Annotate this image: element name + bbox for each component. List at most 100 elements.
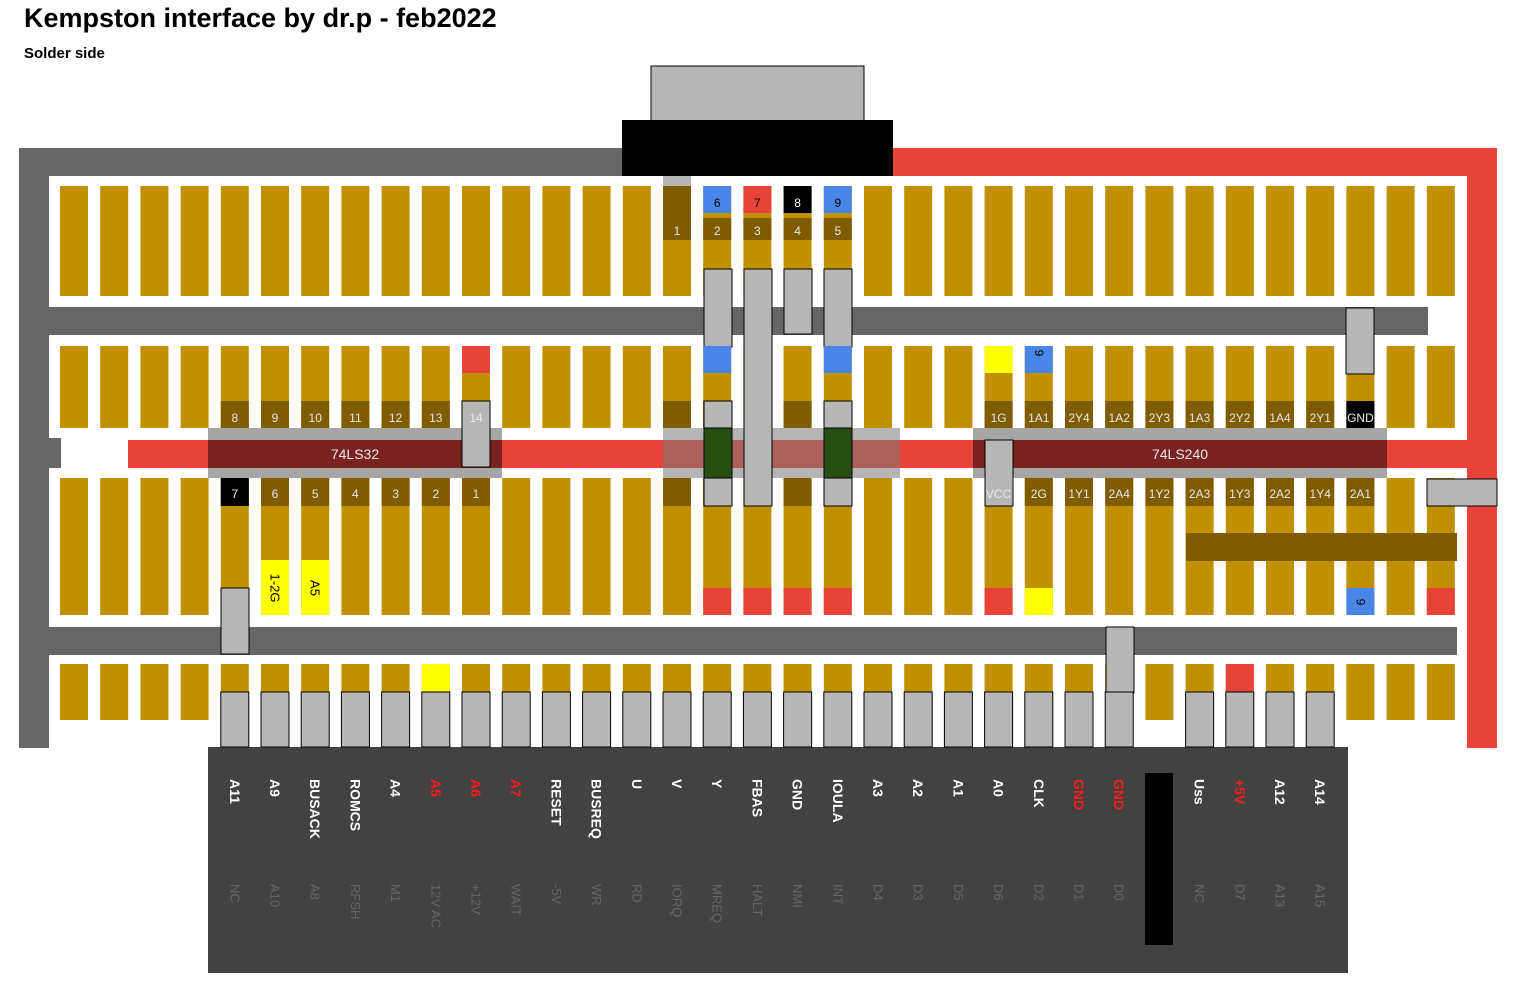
- copper-strip: [381, 186, 410, 296]
- gnd-pin-marker: [1346, 401, 1375, 428]
- jumper-ls32-vcc: [461, 400, 491, 468]
- page-subtitle: Solder side: [24, 45, 105, 62]
- edge-pin-top-label: IOULA: [830, 779, 846, 823]
- jumper-edge-gnd: [1105, 626, 1135, 694]
- copper-strip: [904, 186, 933, 296]
- copper-strip: [100, 186, 129, 296]
- jumper-wire: [703, 477, 733, 507]
- db9-body: [622, 120, 893, 176]
- db9-pin-marker: [823, 186, 852, 213]
- strip-cut: [1346, 478, 1375, 506]
- strip-cut: [1105, 478, 1134, 506]
- signal-marker: [421, 664, 450, 692]
- cap-area-shade: [663, 428, 900, 478]
- strip-cut: [703, 218, 732, 240]
- jumper-wire: [703, 400, 733, 429]
- page-title: Kempston interface by dr.p - feb2022: [24, 3, 497, 33]
- jumper-db9-5: [823, 268, 853, 348]
- copper-strip: [904, 478, 933, 615]
- strip-cut: [783, 218, 812, 240]
- capacitor: [823, 427, 853, 479]
- chip-pin-label: 2Y1: [1310, 411, 1332, 425]
- edge-pin-top-label: A4: [388, 779, 404, 797]
- signal-marker: [823, 346, 852, 373]
- copper-strip: [582, 478, 611, 615]
- edge-connector-body: [208, 747, 1348, 973]
- edge-pin-top-label: A1: [950, 779, 966, 797]
- strip-cut: [421, 478, 450, 506]
- vcc-marker: [462, 346, 490, 373]
- chip-pin-label: 1A1: [1028, 411, 1050, 425]
- edge-pin-bottom-label: HALT: [750, 884, 765, 916]
- strip-cut-row: [1186, 533, 1457, 561]
- vcc-marker: [1225, 664, 1254, 692]
- strip-cut: [301, 478, 330, 506]
- strip-cut: [663, 186, 691, 240]
- edge-pin-bottom-label: NMI: [790, 884, 805, 908]
- edge-pin-bottom-label: D1: [1072, 884, 1087, 901]
- copper-strip: [140, 478, 169, 615]
- copper-strip: [1145, 186, 1174, 296]
- gnd-bus-mid-lower: [49, 627, 1457, 655]
- strip-cut: [1145, 401, 1174, 428]
- copper-strip: [864, 478, 892, 615]
- edge-pin-top-label: A3: [870, 779, 886, 797]
- edge-pin-bottom-label: A13: [1273, 884, 1288, 907]
- edge-pin-top-label: A5: [428, 779, 444, 797]
- edge-pin-bottom-label: D3: [911, 884, 926, 901]
- chip-pin-label: 9: [272, 411, 279, 425]
- edge-pin-top-label: +5V: [1232, 779, 1248, 805]
- edge-pin-top-label: RESET: [548, 779, 564, 826]
- edge-pin-top-label: GND: [790, 779, 806, 810]
- edge-pin-bottom-label: D7: [1232, 884, 1247, 901]
- strip-cut: [783, 401, 812, 428]
- edge-pin-bottom-label: A8: [308, 884, 323, 900]
- pin-marker-label: A5: [308, 580, 323, 596]
- edge-contact: [1265, 691, 1295, 748]
- db9-pin-marker-label: 8: [794, 196, 801, 210]
- copper-strip: [220, 186, 249, 296]
- edge-pin-top-label: A11: [227, 779, 243, 804]
- edge-pin-bottom-label: D0: [1112, 884, 1127, 901]
- edge-pin-top-label: U: [629, 779, 645, 789]
- vcc-marker: [1426, 588, 1455, 615]
- pin-marker-label: 1-2G: [268, 574, 283, 603]
- edge-contact: [421, 691, 451, 748]
- strip-cut: [1266, 478, 1294, 506]
- strip-cut: [381, 401, 410, 428]
- chip-pin-label: 14: [469, 411, 483, 425]
- copper-strip: [1185, 186, 1214, 296]
- strip-cut: [663, 478, 691, 506]
- copper-strip: [622, 346, 651, 428]
- copper-strip: [60, 664, 88, 720]
- copper-strip: [984, 186, 1013, 296]
- copper-strip: [622, 478, 651, 615]
- copper-strip: [1225, 186, 1254, 296]
- copper-strip: [1386, 664, 1415, 720]
- chip-pin-label: 2: [432, 487, 439, 501]
- edge-contact: [541, 691, 571, 748]
- copper-strip: [100, 664, 129, 720]
- strip-cut: [663, 401, 691, 428]
- edge-contact: [220, 691, 250, 748]
- copper-strip: [100, 346, 129, 428]
- signal-marker: [1024, 346, 1053, 373]
- chip-pin-label: 4: [352, 487, 359, 501]
- edge-contact: [300, 691, 330, 748]
- chip-pin-label: 5: [312, 487, 319, 501]
- edge-pin-top-label: A6: [468, 779, 484, 797]
- vcc-marker: [783, 588, 812, 615]
- signal-marker: [301, 560, 330, 615]
- strip-cut: [261, 401, 289, 428]
- chip-pin-label: 7: [231, 487, 238, 501]
- strip-cut: [823, 218, 852, 240]
- copper-strip: [1105, 186, 1134, 296]
- copper-strip: [944, 346, 973, 428]
- copper-strip: [140, 664, 169, 720]
- copper-strip: [100, 478, 129, 615]
- gnd-stub-left: [49, 438, 61, 468]
- strip-cut: [1225, 478, 1254, 506]
- strip-cut: [1024, 401, 1053, 428]
- db9-pin-marker-label: 9: [834, 196, 841, 210]
- chip-pin-label: 2A4: [1109, 487, 1131, 501]
